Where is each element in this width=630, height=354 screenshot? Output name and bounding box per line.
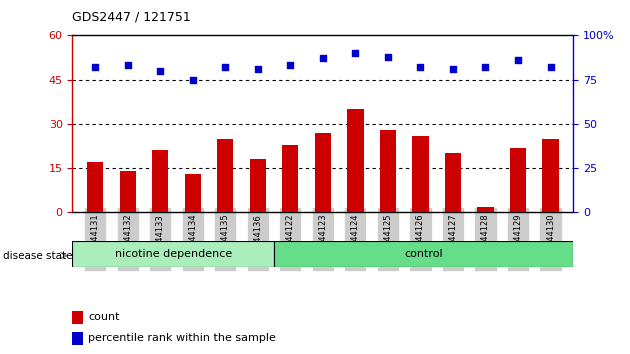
Bar	[72, 311, 83, 324]
Point	[318, 56, 328, 61]
Bar	[72, 332, 83, 345]
Point	[253, 66, 263, 72]
Bar	[478, 206, 494, 212]
Point	[513, 57, 523, 63]
Text: count: count	[88, 312, 120, 322]
Bar	[152, 150, 168, 212]
Point	[448, 66, 458, 72]
Bar	[445, 153, 461, 212]
Point	[481, 64, 491, 70]
Point	[220, 64, 231, 70]
Text: disease state: disease state	[3, 251, 72, 261]
Bar	[380, 130, 396, 212]
Point	[90, 64, 100, 70]
Point	[285, 63, 295, 68]
Bar	[274, 241, 573, 267]
Bar	[542, 139, 559, 212]
Bar	[217, 139, 234, 212]
Bar	[510, 148, 526, 212]
Point	[383, 54, 393, 59]
Point	[123, 63, 133, 68]
Text: nicotine dependence: nicotine dependence	[115, 249, 232, 259]
Text: percentile rank within the sample: percentile rank within the sample	[88, 333, 277, 343]
Bar	[282, 144, 299, 212]
Bar	[412, 136, 428, 212]
Bar	[120, 171, 136, 212]
Text: GDS2447 / 121751: GDS2447 / 121751	[72, 10, 191, 23]
Point	[350, 50, 360, 56]
Point	[188, 77, 198, 82]
Text: control: control	[404, 249, 443, 259]
Point	[155, 68, 165, 74]
Point	[546, 64, 556, 70]
Bar	[315, 133, 331, 212]
Bar	[72, 241, 274, 267]
Bar	[249, 159, 266, 212]
Bar	[185, 174, 201, 212]
Bar	[347, 109, 364, 212]
Point	[415, 64, 425, 70]
Bar	[87, 162, 103, 212]
